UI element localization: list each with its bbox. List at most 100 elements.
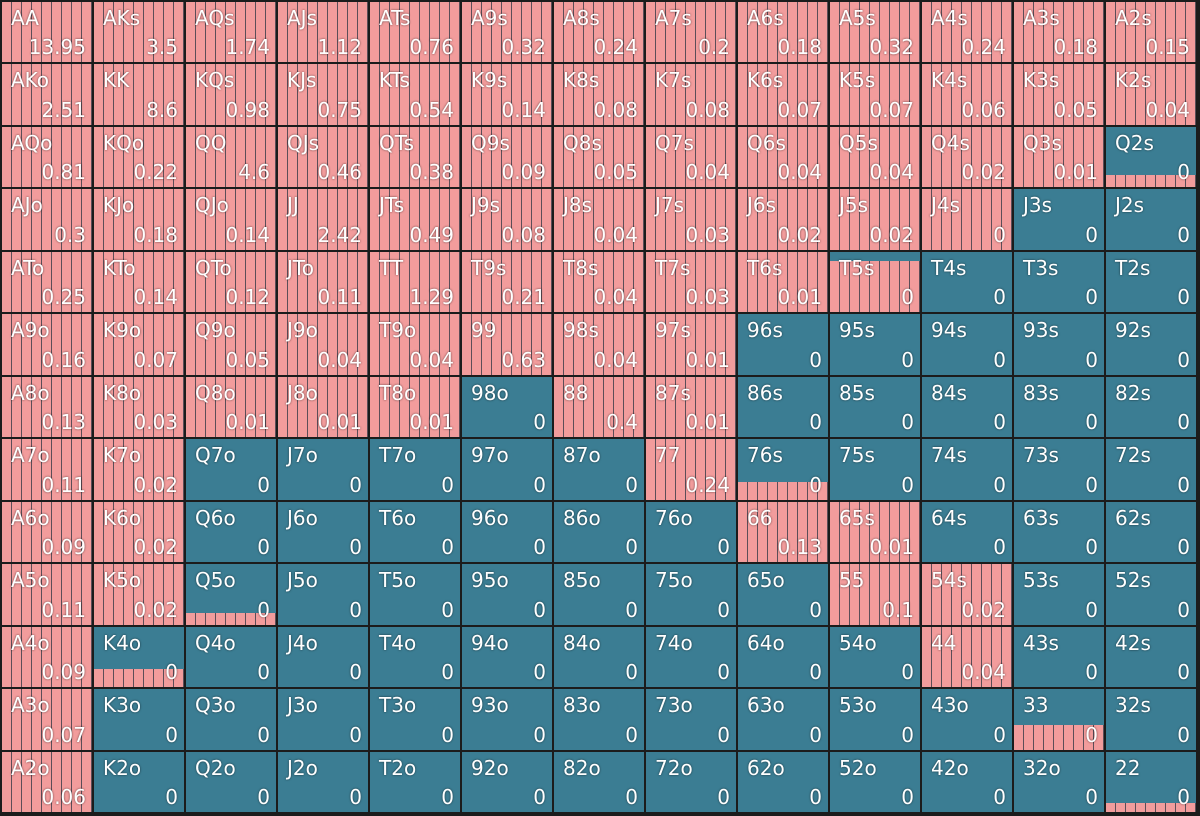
frequency-fill [830,564,920,625]
frequency-fill [186,64,276,125]
hand-value: 0 [533,784,546,809]
hand-cell: J6o 0 [278,501,368,563]
hand-cell: T8s 0.04 [554,251,644,313]
hand-cell: KTo 0.14 [94,251,184,313]
hand-label: QQ [195,130,227,155]
hand-label: T8s [563,255,599,280]
frequency-fill [462,314,552,375]
hand-value: 0 [1085,597,1098,622]
frequency-fill [1014,126,1104,188]
hand-value: 0 [533,660,546,685]
hand-label: 82o [563,755,601,780]
hand-cell: A5s 0.32 [830,2,920,63]
hand-label: QTo [195,255,232,280]
hand-value: 0 [165,660,178,685]
hand-value: 0.01 [777,285,822,310]
hand-value: 0 [1177,784,1190,809]
hand-value: 0.02 [869,222,914,247]
hand-label: 87s [655,380,691,405]
hand-cell: J7s 0.03 [646,189,736,250]
hand-value: 2.51 [41,97,86,122]
hand-cell: K4s 0.06 [922,64,1012,125]
hand-cell: QJs 0.46 [278,126,368,188]
hand-value: 1.29 [409,285,454,310]
hand-label: J4o [287,630,318,655]
frequency-fill [94,439,184,500]
hand-value: 0.38 [409,160,454,185]
hand-label: T7o [379,443,417,468]
hand-label: K9o [103,318,142,343]
hand-label: K8s [563,68,600,93]
frequency-fill [2,126,92,188]
hand-value: 0 [533,535,546,560]
hand-label: 96o [471,505,509,530]
hand-cell: T5o 0 [370,564,460,625]
frequency-fill [94,564,184,625]
hand-value: 0 [1177,285,1190,310]
hand-label: K4s [931,68,968,93]
frequency-fill [2,64,92,125]
hand-cell: K7s 0.08 [646,64,736,125]
hand-value: 0 [1177,535,1190,560]
hand-label: J3o [287,693,318,718]
hand-value: 0 [165,784,178,809]
hand-label: A5s [839,6,876,30]
hand-cell: QTs 0.38 [370,126,460,188]
hand-label: 75o [655,568,693,593]
hand-cell: KTs 0.54 [370,64,460,125]
hand-cell: 54o 0 [830,626,920,688]
hand-cell: K2o 0 [94,751,184,812]
hand-cell: 92s 0 [1106,314,1196,375]
frequency-fill [646,126,736,188]
hand-value: 0.49 [409,222,454,247]
hand-label: AQo [11,130,53,155]
frequency-fill [922,626,1012,688]
hand-value: 0 [625,784,638,809]
frequency-fill [278,2,368,63]
hand-cell: 54s 0.02 [922,564,1012,625]
hand-value: 0 [349,472,362,497]
hand-value: 0 [533,722,546,747]
hand-value: 0.18 [777,35,822,60]
hand-value: 0 [441,597,454,622]
frequency-fill [94,64,184,125]
hand-value: 0 [533,597,546,622]
hand-label: JJ [287,193,299,218]
hand-cell: QQ 4.6 [186,126,276,188]
hand-label: 52o [839,755,877,780]
hand-cell: 63s 0 [1014,501,1104,563]
hand-label: K6s [747,68,784,93]
hand-value: 0.16 [41,347,86,372]
hand-value: 0.63 [501,347,546,372]
hand-label: JTo [287,255,314,280]
hand-value: 0.75 [317,97,362,122]
hand-value: 0 [257,660,270,685]
hand-cell: JJ 2.42 [278,189,368,250]
hand-cell: A9s 0.32 [462,2,552,63]
hand-value: 0 [533,410,546,435]
hand-cell: 95o 0 [462,564,552,625]
hand-label: J2s [1115,193,1145,218]
hand-value: 0.2 [698,35,730,60]
hand-label: A9o [11,318,50,343]
frequency-fill [646,314,736,375]
hand-value: 0.14 [501,97,546,122]
hand-cell: T9s 0.21 [462,251,552,313]
hand-cell: 86s 0 [738,376,828,438]
frequency-fill [186,314,276,375]
hand-cell: Q9s 0.09 [462,126,552,188]
frequency-fill [830,501,920,563]
hand-cell: AQo 0.81 [2,126,92,188]
hand-value: 0.76 [409,35,454,60]
frequency-fill [738,501,828,563]
frequency-fill [186,376,276,438]
hand-label: J6o [287,505,318,530]
hand-value: 0.21 [501,285,546,310]
hand-label: 94s [931,318,967,343]
hand-cell: 94o 0 [462,626,552,688]
hand-label: 95o [471,568,509,593]
hand-label: 43s [1023,630,1059,655]
hand-value: 0 [1177,660,1190,685]
hand-label: J7o [287,443,318,468]
hand-cell: 87s 0.01 [646,376,736,438]
